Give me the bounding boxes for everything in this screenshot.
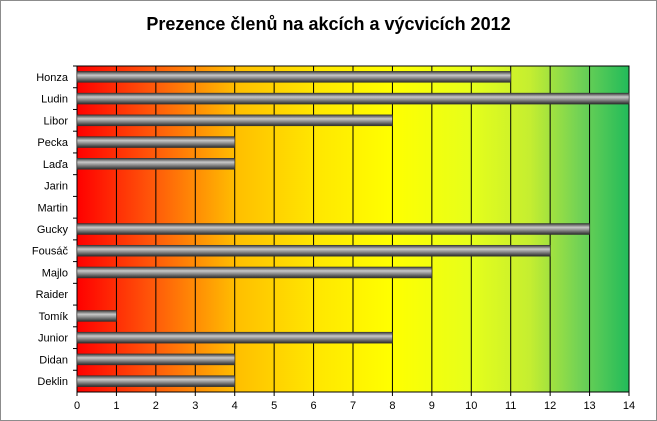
x-tick-label: 3 [192,400,198,412]
bar-Ludin [76,92,630,105]
bar-Honza [76,71,511,83]
bar-Fousáč [76,244,551,257]
y-tick-label: Ludin [41,94,68,106]
bar-Majlo [76,266,433,279]
y-tick-label: Martin [37,202,68,214]
x-tick-label: 10 [465,400,477,412]
x-tick-label: 9 [429,400,435,412]
x-tick-label: 14 [623,400,635,412]
y-tick-label: Raider [36,289,69,301]
x-tick-label: 13 [583,400,595,412]
x-tick-label: 5 [271,400,277,412]
chart-title: Prezence členů na akcích a výcvicích 201… [146,14,511,34]
bar-Laďa [76,158,235,170]
x-tick-label: 1 [113,400,119,412]
x-tick-label: 0 [74,400,80,412]
x-tick-label: 8 [389,400,395,412]
bar-Junior [76,331,393,344]
x-tick-label: 6 [311,400,317,412]
y-tick-label: Tomík [39,311,69,323]
y-tick-label: Junior [38,333,68,345]
bar-Deklin [76,375,235,387]
y-tick-label: Jarin [44,181,68,193]
x-tick-label: 7 [350,400,356,412]
y-tick-label: Didan [39,354,68,366]
bar-Pecka [76,136,235,148]
y-tick-label: Deklin [37,376,68,388]
x-tick-label: 12 [544,400,556,412]
bar-Libor [76,114,393,127]
y-tick-label: Honza [36,72,69,84]
x-tick-label: 2 [153,400,159,412]
y-tick-label: Gucky [37,224,69,236]
y-tick-label: Pecka [37,137,68,149]
x-tick-label: 11 [505,400,516,412]
bar-Gucky [76,223,590,235]
y-tick-label: Laďa [43,159,69,171]
y-tick-label: Fousáč [32,246,69,258]
y-tick-label: Majlo [42,267,68,279]
y-tick-label: Libor [44,115,69,127]
bar-Tomík [76,310,117,322]
bar-Didan [76,353,235,366]
x-tick-label: 4 [232,400,238,412]
